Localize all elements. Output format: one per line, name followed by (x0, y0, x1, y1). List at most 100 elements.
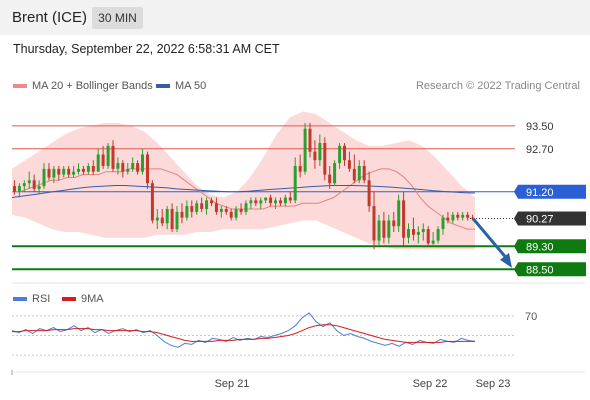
candle-body (96, 154, 100, 172)
candle-body (387, 220, 391, 238)
candle-body (111, 145, 115, 169)
candle-body (397, 200, 401, 227)
x-tick-label: Sep 22 (413, 378, 448, 390)
candle-body (421, 229, 425, 232)
candle-body (195, 203, 199, 212)
candle-body (426, 229, 430, 244)
candle-body (77, 168, 80, 172)
level-label-88.50: 88.50 (526, 264, 554, 276)
level-badge-89.30 (514, 239, 586, 254)
candle-body (47, 168, 51, 178)
candle-body (318, 143, 322, 161)
candle-body (412, 229, 415, 235)
candle-body (86, 166, 90, 172)
candle-body (146, 154, 149, 184)
rsi-label: RSI (32, 293, 51, 305)
candle-body (407, 229, 410, 238)
candle-body (357, 166, 361, 181)
level-badge-90.27 (514, 211, 586, 226)
candle-body (338, 145, 342, 164)
candle-body (62, 168, 66, 175)
candle-body (72, 171, 76, 175)
candle-body (150, 183, 154, 221)
candle-body (259, 200, 263, 204)
candle-body (136, 163, 140, 172)
candle-body (269, 197, 273, 204)
candle-body (190, 206, 194, 212)
candle-body (436, 229, 440, 241)
candle-body (106, 145, 110, 166)
candle-body (456, 214, 460, 218)
candle-body (392, 220, 396, 227)
candle-body (466, 214, 470, 218)
level-label-89.30: 89.30 (526, 241, 554, 253)
candle-body (288, 197, 292, 201)
bollinger-band (12, 111, 475, 250)
ma20-label: MA 20 + Bollinger Bands (32, 80, 153, 92)
candle-body (313, 151, 317, 161)
ma20-line (12, 168, 475, 230)
x-tick-label: Sep 21 (215, 378, 250, 390)
candle-body (200, 203, 204, 209)
candle-body (283, 197, 287, 204)
legend-rsi: RSI (13, 293, 50, 305)
candle-body (42, 168, 46, 187)
candle-body (22, 183, 26, 187)
credit-text: Research © 2022 Trading Central (415, 80, 580, 92)
forecast-arrow-head (500, 252, 512, 268)
candle-body (347, 160, 351, 169)
rsi-swatch (13, 297, 27, 302)
candle-body (367, 180, 371, 207)
candle-body (170, 209, 174, 230)
candle-body (416, 232, 420, 235)
candle-body (13, 186, 16, 192)
candle-body (274, 200, 277, 204)
candle-body (382, 220, 386, 238)
candle-body (446, 217, 450, 221)
candle-body (205, 200, 209, 209)
candle-body (57, 168, 61, 175)
candle-body (37, 186, 41, 189)
level-badge-88.50 (514, 262, 586, 277)
candle-body (91, 166, 95, 172)
candle-body (254, 200, 258, 204)
candle-body (441, 217, 445, 230)
candle-body (160, 217, 164, 224)
level-badge-91.20 (514, 184, 586, 199)
candle-body (377, 220, 381, 241)
candle-body (219, 209, 223, 212)
candle-body (52, 168, 56, 178)
candle-body (234, 209, 238, 218)
x-tick-label: Sep 23 (476, 378, 511, 390)
candle-body (214, 203, 218, 212)
candle-body (362, 166, 366, 181)
candle-body (81, 168, 85, 172)
candle-body (121, 163, 125, 172)
candle-body (175, 211, 179, 230)
rsi-tick-label: 70 (525, 311, 537, 323)
instrument-title: Brent (ICE) (12, 9, 88, 26)
candle-body (333, 163, 337, 184)
candle-body (224, 209, 228, 212)
candle-body (244, 203, 248, 212)
candle-body (17, 186, 21, 192)
candle-body (32, 180, 36, 189)
candle-body (67, 168, 71, 175)
candle-body (402, 200, 406, 238)
legend-ma50: MA 50 (156, 80, 206, 92)
candle-body (264, 197, 268, 201)
ma50-line (11, 185, 476, 198)
candle-body (185, 206, 189, 218)
rsi-ma9-line (12, 324, 475, 343)
candle-body (116, 163, 120, 169)
ma20-swatch (13, 84, 27, 89)
timeframe-button[interactable]: 30 MIN (92, 7, 143, 29)
candle-body (328, 174, 332, 184)
candle-body (323, 143, 327, 175)
candle-body (101, 154, 105, 166)
candle-body (352, 168, 356, 181)
candle-body (431, 240, 435, 244)
ma50-swatch (156, 84, 170, 89)
level-label-90.27: 90.27 (526, 213, 554, 225)
